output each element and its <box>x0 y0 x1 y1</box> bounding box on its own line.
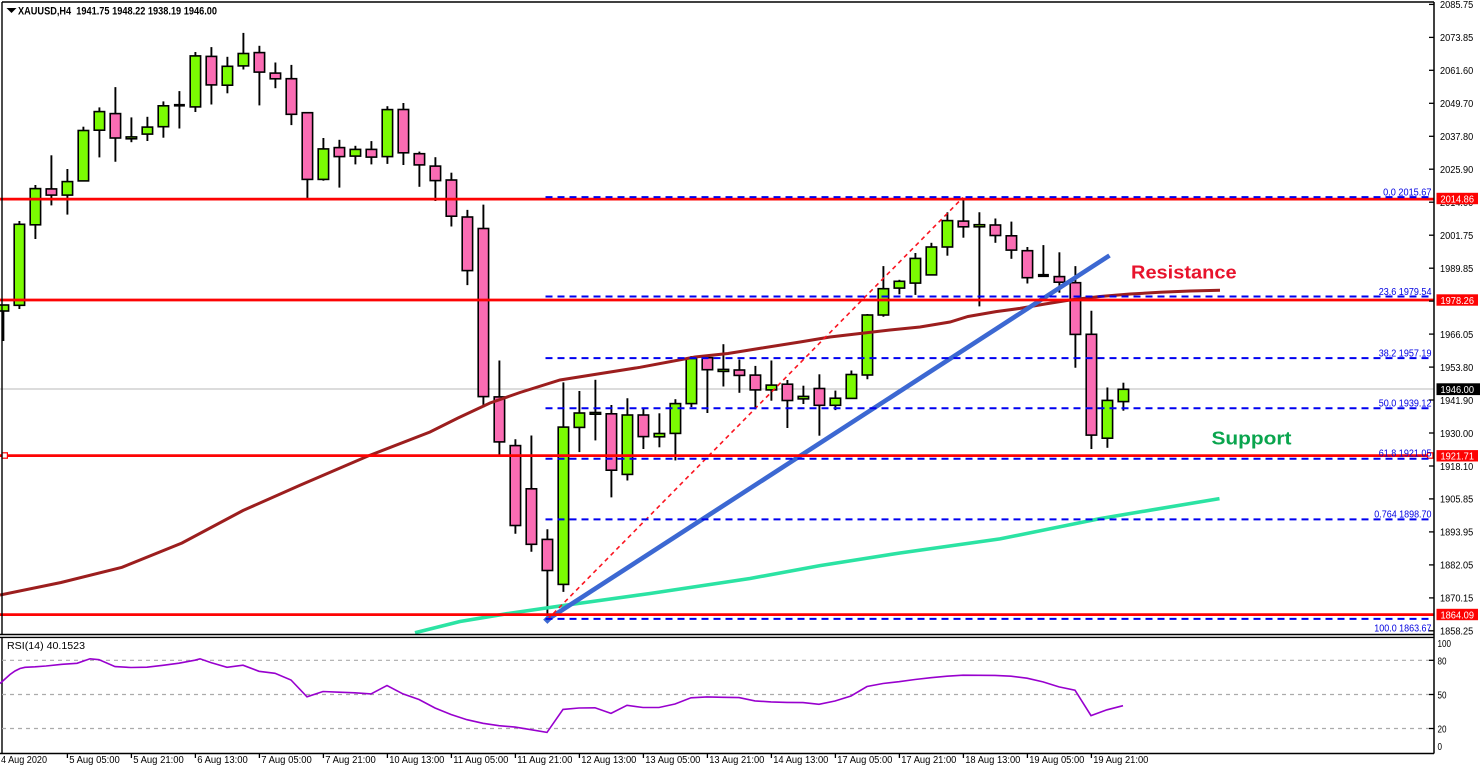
svg-text:1953.80: 1953.80 <box>1440 363 1474 374</box>
svg-text:23.6 1979.54: 23.6 1979.54 <box>1379 287 1432 298</box>
svg-text:1941.90: 1941.90 <box>1440 396 1474 407</box>
svg-text:1870.15: 1870.15 <box>1440 594 1474 605</box>
svg-text:1858.25: 1858.25 <box>1440 627 1474 638</box>
svg-text:2085.75: 2085.75 <box>1440 0 1474 11</box>
svg-text:19 Aug 05:00: 19 Aug 05:00 <box>1029 755 1085 766</box>
svg-text:12 Aug 13:00: 12 Aug 13:00 <box>581 755 637 766</box>
svg-text:2014.86: 2014.86 <box>1441 194 1475 205</box>
svg-text:1905.85: 1905.85 <box>1440 495 1474 506</box>
svg-text:2049.70: 2049.70 <box>1440 99 1474 110</box>
svg-text:1882.05: 1882.05 <box>1440 561 1474 572</box>
svg-text:80: 80 <box>1438 656 1447 667</box>
svg-text:20: 20 <box>1438 725 1447 736</box>
svg-text:13 Aug 05:00: 13 Aug 05:00 <box>645 755 701 766</box>
svg-text:1978.26: 1978.26 <box>1441 296 1475 307</box>
svg-text:RSI(14) 40.1523: RSI(14) 40.1523 <box>7 641 85 652</box>
svg-text:61.8 1921.05: 61.8 1921.05 <box>1379 448 1432 459</box>
svg-text:11 Aug 21:00: 11 Aug 21:00 <box>517 755 573 766</box>
svg-text:100.0 1863.67: 100.0 1863.67 <box>1374 623 1432 634</box>
svg-text:1930.00: 1930.00 <box>1440 429 1474 440</box>
svg-text:5 Aug 21:00: 5 Aug 21:00 <box>133 755 184 766</box>
svg-text:2061.60: 2061.60 <box>1440 66 1474 77</box>
svg-text:Resistance: Resistance <box>1131 263 1237 283</box>
svg-text:14 Aug 13:00: 14 Aug 13:00 <box>773 755 829 766</box>
svg-text:2073.85: 2073.85 <box>1440 33 1474 44</box>
svg-text:38.2 1957.19: 38.2 1957.19 <box>1379 348 1432 359</box>
svg-text:5 Aug 05:00: 5 Aug 05:00 <box>69 755 120 766</box>
svg-text:Support: Support <box>1212 429 1292 449</box>
svg-text:7 Aug 21:00: 7 Aug 21:00 <box>325 755 376 766</box>
svg-text:2001.75: 2001.75 <box>1440 231 1474 242</box>
svg-text:1918.10: 1918.10 <box>1440 462 1474 473</box>
svg-text:10 Aug 13:00: 10 Aug 13:00 <box>389 755 445 766</box>
svg-text:17 Aug 05:00: 17 Aug 05:00 <box>837 755 893 766</box>
svg-text:1946.00: 1946.00 <box>1441 385 1475 396</box>
svg-text:18 Aug 13:00: 18 Aug 13:00 <box>965 755 1021 766</box>
svg-text:1921.71: 1921.71 <box>1441 452 1475 463</box>
svg-text:XAUUSD,H4 1941.75 1948.22 193: XAUUSD,H4 1941.75 1948.22 1938.19 1946.0… <box>18 6 217 18</box>
svg-text:11 Aug 05:00: 11 Aug 05:00 <box>453 755 509 766</box>
svg-text:100: 100 <box>1438 639 1452 650</box>
svg-text:1864.09: 1864.09 <box>1441 610 1475 621</box>
svg-text:1893.95: 1893.95 <box>1440 528 1474 539</box>
svg-text:1989.85: 1989.85 <box>1440 264 1474 275</box>
svg-text:7 Aug 05:00: 7 Aug 05:00 <box>261 755 312 766</box>
svg-text:2037.80: 2037.80 <box>1440 132 1474 143</box>
svg-text:50: 50 <box>1438 691 1447 702</box>
svg-text:19 Aug 21:00: 19 Aug 21:00 <box>1093 755 1149 766</box>
svg-text:2025.90: 2025.90 <box>1440 165 1474 176</box>
svg-text:17 Aug 21:00: 17 Aug 21:00 <box>901 755 957 766</box>
svg-text:0.764 1898.70: 0.764 1898.70 <box>1374 509 1432 520</box>
svg-text:0.0 2015.67: 0.0 2015.67 <box>1383 187 1432 198</box>
svg-text:0: 0 <box>1438 742 1443 753</box>
svg-text:4 Aug 2020: 4 Aug 2020 <box>1 755 47 766</box>
svg-text:6 Aug 13:00: 6 Aug 13:00 <box>197 755 248 766</box>
svg-text:1966.05: 1966.05 <box>1440 330 1474 341</box>
svg-text:50.0 1939.12: 50.0 1939.12 <box>1379 398 1432 409</box>
svg-text:13 Aug 21:00: 13 Aug 21:00 <box>709 755 765 766</box>
